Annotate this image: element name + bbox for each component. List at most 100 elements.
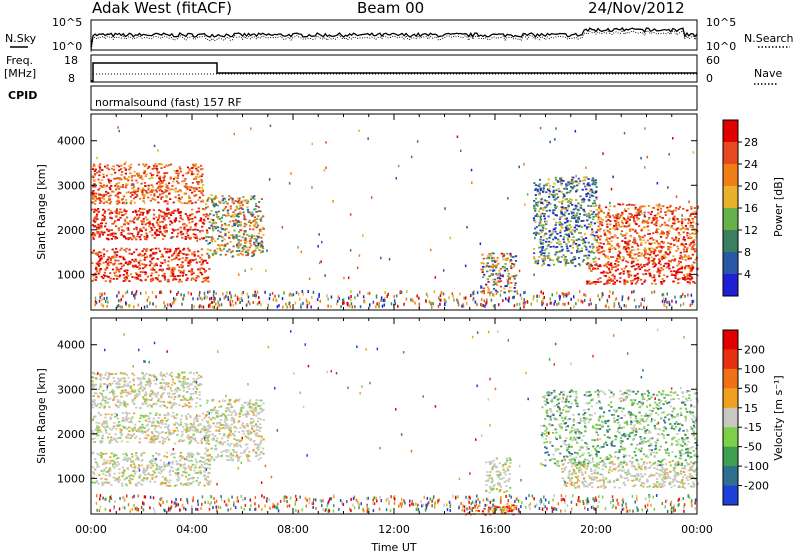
echo-cell	[681, 225, 683, 227]
echo-cell	[245, 254, 247, 256]
echo-cell	[655, 225, 657, 227]
echo-cell	[121, 420, 123, 422]
echo-cell	[126, 273, 128, 275]
scatter-cell	[471, 169, 473, 172]
echo-cell	[195, 280, 197, 282]
echo-cell	[493, 257, 495, 259]
echo-cell	[222, 210, 224, 212]
echo-cell	[184, 469, 186, 471]
echo-cell	[197, 199, 199, 201]
echo-cell	[147, 197, 149, 199]
echo-cell	[153, 218, 155, 220]
echo-cell	[671, 259, 673, 261]
echo-cell	[653, 224, 655, 226]
echo-cell	[651, 283, 653, 285]
echo-cell	[104, 212, 106, 214]
echo-cell	[591, 229, 593, 231]
noise-cell	[269, 297, 271, 300]
noise-cell	[452, 292, 454, 295]
echo-cell	[608, 277, 610, 279]
noise-cell	[101, 303, 103, 306]
echo-cell	[578, 244, 580, 246]
echo-cell	[237, 253, 239, 255]
echo-cell	[236, 244, 238, 246]
echo-cell	[249, 228, 251, 230]
echo-cell	[98, 226, 100, 228]
echo-cell	[584, 225, 586, 227]
noise-cell	[481, 304, 483, 307]
echo-cell	[568, 233, 570, 235]
nsky-tick-top-left: 10^5	[52, 16, 82, 29]
echo-cell	[679, 257, 681, 259]
noise-cell	[525, 291, 527, 294]
echo-cell	[200, 190, 202, 192]
echo-cell	[575, 191, 577, 193]
echo-cell	[185, 274, 187, 276]
echo-cell	[144, 273, 146, 275]
echo-cell	[487, 286, 489, 288]
echo-cell	[496, 274, 498, 276]
echo-cell	[128, 476, 130, 478]
echo-cell	[117, 219, 119, 221]
noise-cell	[235, 294, 237, 297]
noise-cell	[550, 297, 552, 300]
echo-cell	[115, 248, 117, 250]
scatter-cell	[676, 195, 678, 198]
echo-cell	[140, 189, 142, 191]
echo-cell	[113, 278, 115, 280]
echo-cell	[634, 254, 636, 256]
scatter-cell	[491, 257, 493, 260]
echo-cell	[483, 288, 485, 290]
echo-cell	[589, 283, 591, 285]
echo-cell	[183, 270, 185, 272]
scatter-cell	[624, 132, 626, 135]
echo-cell	[542, 239, 544, 241]
echo-cell	[552, 194, 554, 196]
echo-cell	[239, 205, 241, 207]
echo-cell	[690, 242, 692, 244]
echo-cell	[127, 467, 129, 469]
noise-cell	[539, 295, 541, 298]
echo-cell	[174, 443, 176, 445]
echo-cell	[686, 251, 688, 253]
noise-cell	[516, 290, 518, 293]
echo-cell	[166, 463, 168, 465]
echo-cell	[188, 484, 190, 486]
noise-cell	[170, 303, 172, 306]
echo-cell	[593, 182, 595, 184]
echo-cell	[187, 262, 189, 264]
echo-cell	[514, 278, 516, 280]
scatter-cell	[480, 243, 482, 246]
echo-cell	[609, 205, 611, 207]
echo-cell	[607, 241, 609, 243]
echo-cell	[95, 277, 97, 279]
noise-cell	[684, 295, 686, 298]
echo-cell	[622, 234, 624, 236]
echo-cell	[134, 202, 136, 204]
echo-cell	[687, 228, 689, 230]
echo-cell	[177, 177, 179, 179]
noise-cell	[213, 300, 215, 303]
echo-cell	[675, 237, 677, 239]
echo-cell	[145, 250, 147, 252]
echo-cell	[204, 471, 206, 473]
echo-cell	[164, 466, 166, 468]
echo-cell	[123, 224, 125, 226]
echo-cell	[176, 414, 178, 416]
echo-cell	[578, 238, 580, 240]
echo-cell	[130, 437, 132, 439]
echo-cell	[162, 476, 164, 478]
noise-cell	[575, 302, 577, 305]
noise-cell	[225, 295, 227, 298]
echo-cell	[134, 473, 136, 475]
noise-cell	[552, 293, 554, 296]
echo-cell	[547, 183, 549, 185]
echo-cell	[178, 266, 180, 268]
echo-cell	[201, 175, 203, 177]
echo-cell	[93, 441, 95, 443]
echo-cell	[187, 167, 189, 169]
echo-cell	[188, 467, 190, 469]
noise-cell	[397, 305, 399, 308]
